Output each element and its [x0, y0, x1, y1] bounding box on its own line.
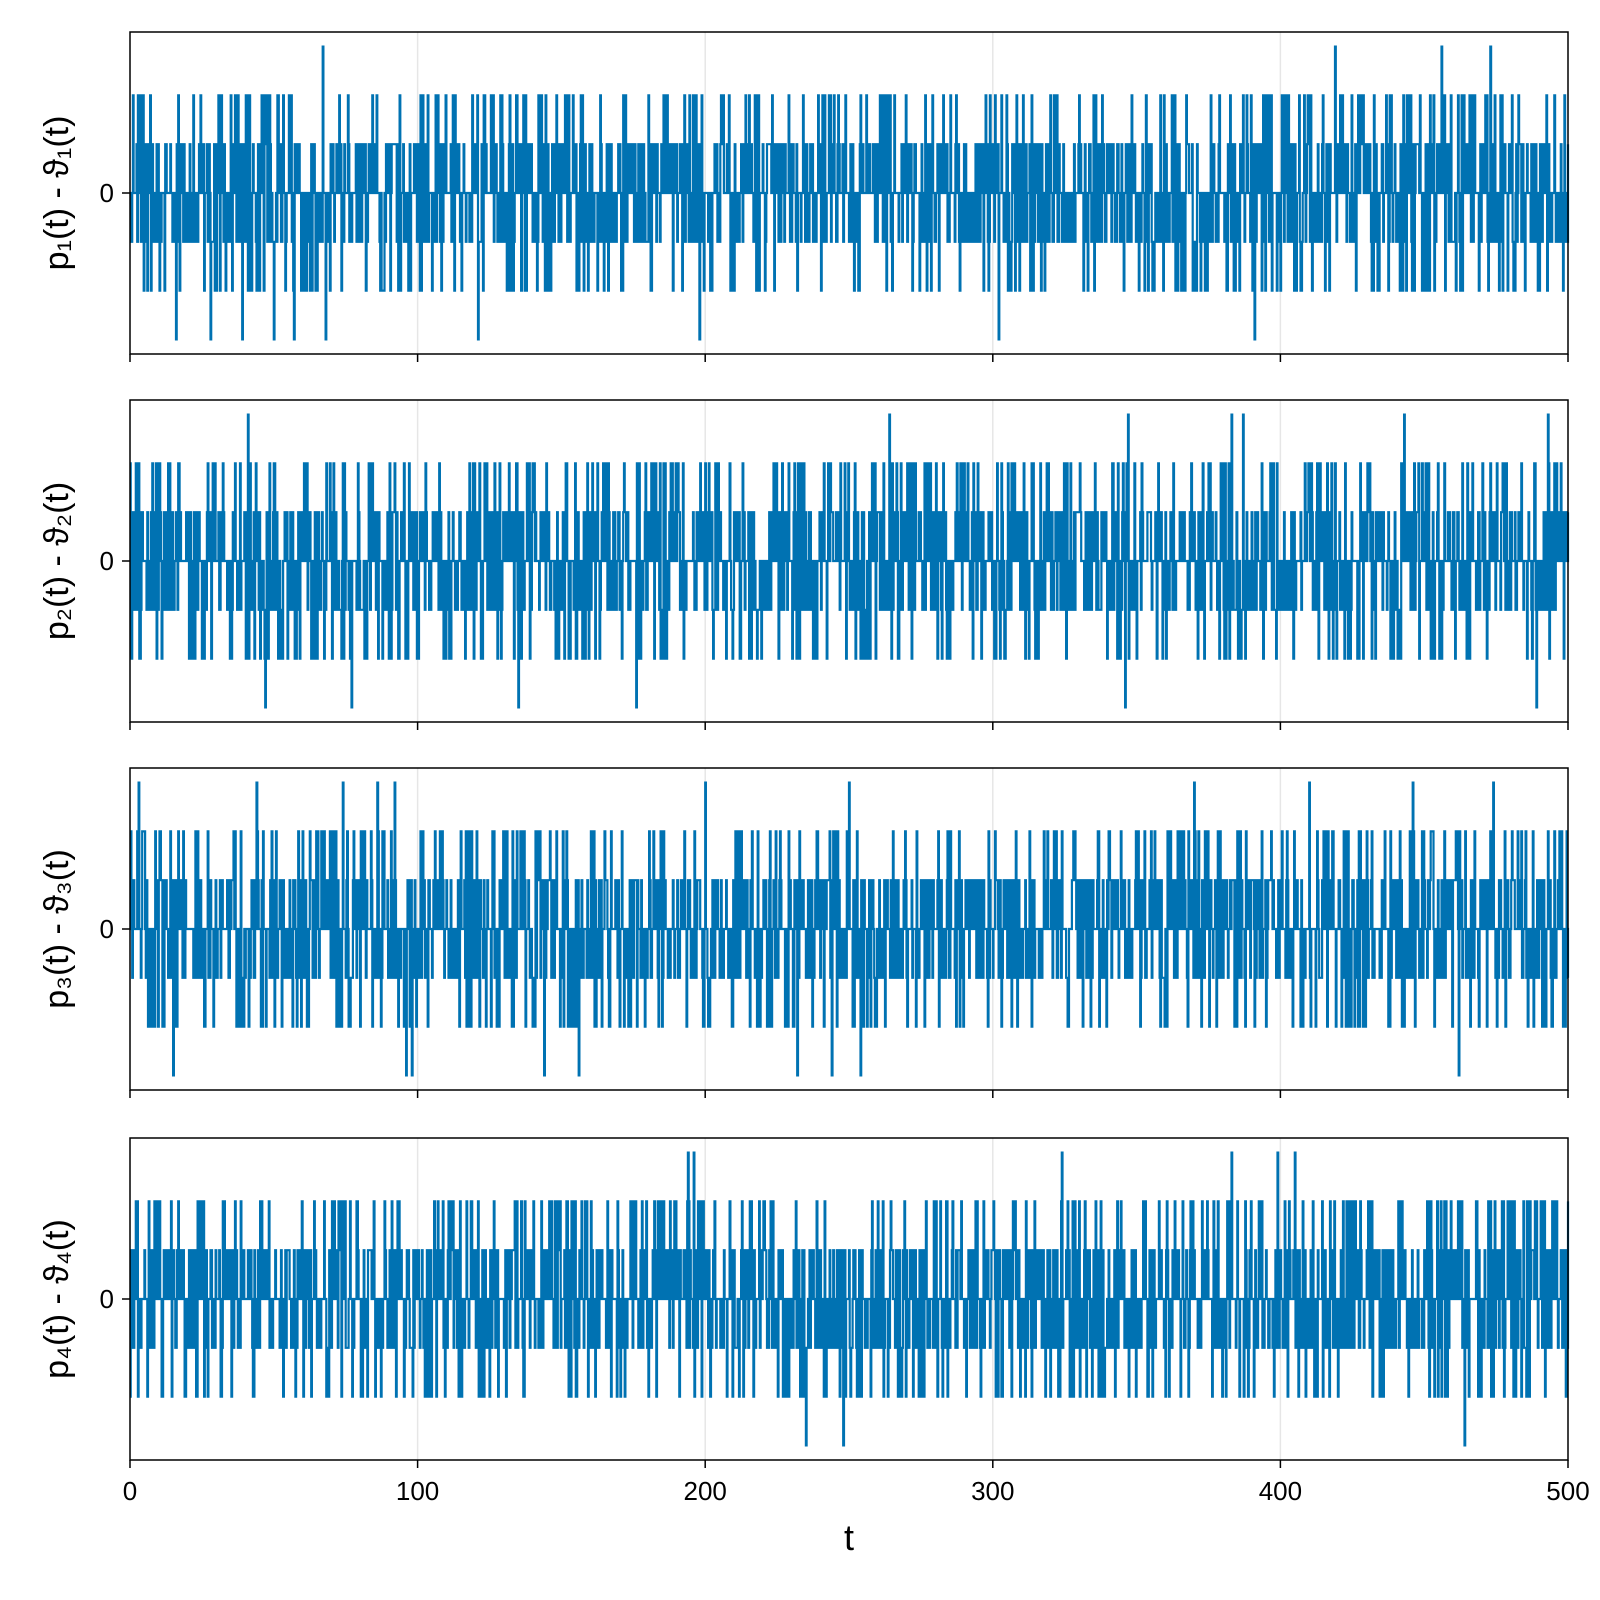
x-tick-label: 100 — [396, 1476, 439, 1506]
y-axis-label: p₁(t) - ϑ₁(t) — [38, 116, 76, 271]
y-axis-label: p₄(t) - ϑ₄(t) — [38, 1219, 76, 1379]
series-line-3 — [130, 781, 1570, 1077]
x-tick-label: 400 — [1259, 1476, 1302, 1506]
y-tick-label: 0 — [100, 1284, 114, 1314]
series-line-2 — [129, 413, 1570, 709]
panel-3: 0 p₃(t) - ϑ₃(t) — [38, 767, 1570, 1098]
y-axis-label: p₃(t) - ϑ₃(t) — [38, 849, 76, 1009]
y-tick-label: 0 — [100, 546, 114, 576]
x-tick-label: 300 — [971, 1476, 1014, 1506]
panel-1: 0 p₁(t) - ϑ₁(t) — [38, 31, 1570, 362]
series-line-1 — [129, 45, 1570, 341]
panel-4: 0 p₄(t) - ϑ₄(t) — [38, 1137, 1570, 1468]
x-axis-label: t — [844, 1517, 854, 1558]
y-axis-label: p₂(t) - ϑ₂(t) — [38, 482, 76, 640]
y-tick-label: 0 — [100, 178, 114, 208]
series-line-4 — [129, 1151, 1570, 1447]
x-tick-label: 500 — [1546, 1476, 1589, 1506]
y-tick-label: 0 — [100, 914, 114, 944]
x-tick-label: 200 — [684, 1476, 727, 1506]
panel-2: 0 p₂(t) - ϑ₂(t) — [38, 399, 1570, 730]
x-tick-label: 0 — [123, 1476, 137, 1506]
